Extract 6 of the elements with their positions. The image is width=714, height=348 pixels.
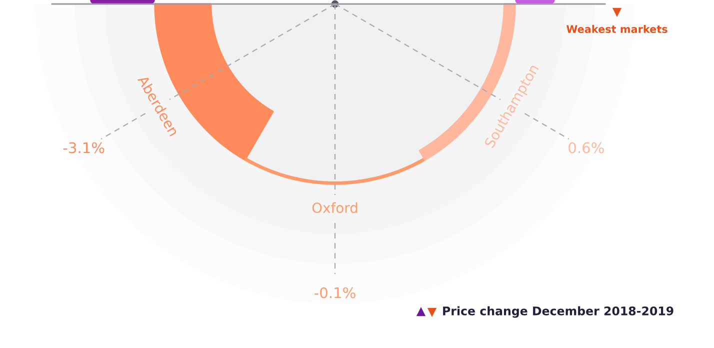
data-label: 0.6%: [568, 142, 604, 154]
data-label: -0.1%: [314, 287, 356, 298]
category-label: Oxford: [312, 202, 358, 214]
data-label: -3.1%: [63, 142, 104, 154]
text: Price change December 2018-2019: [443, 306, 674, 318]
text: Weakest markets: [566, 24, 668, 34]
